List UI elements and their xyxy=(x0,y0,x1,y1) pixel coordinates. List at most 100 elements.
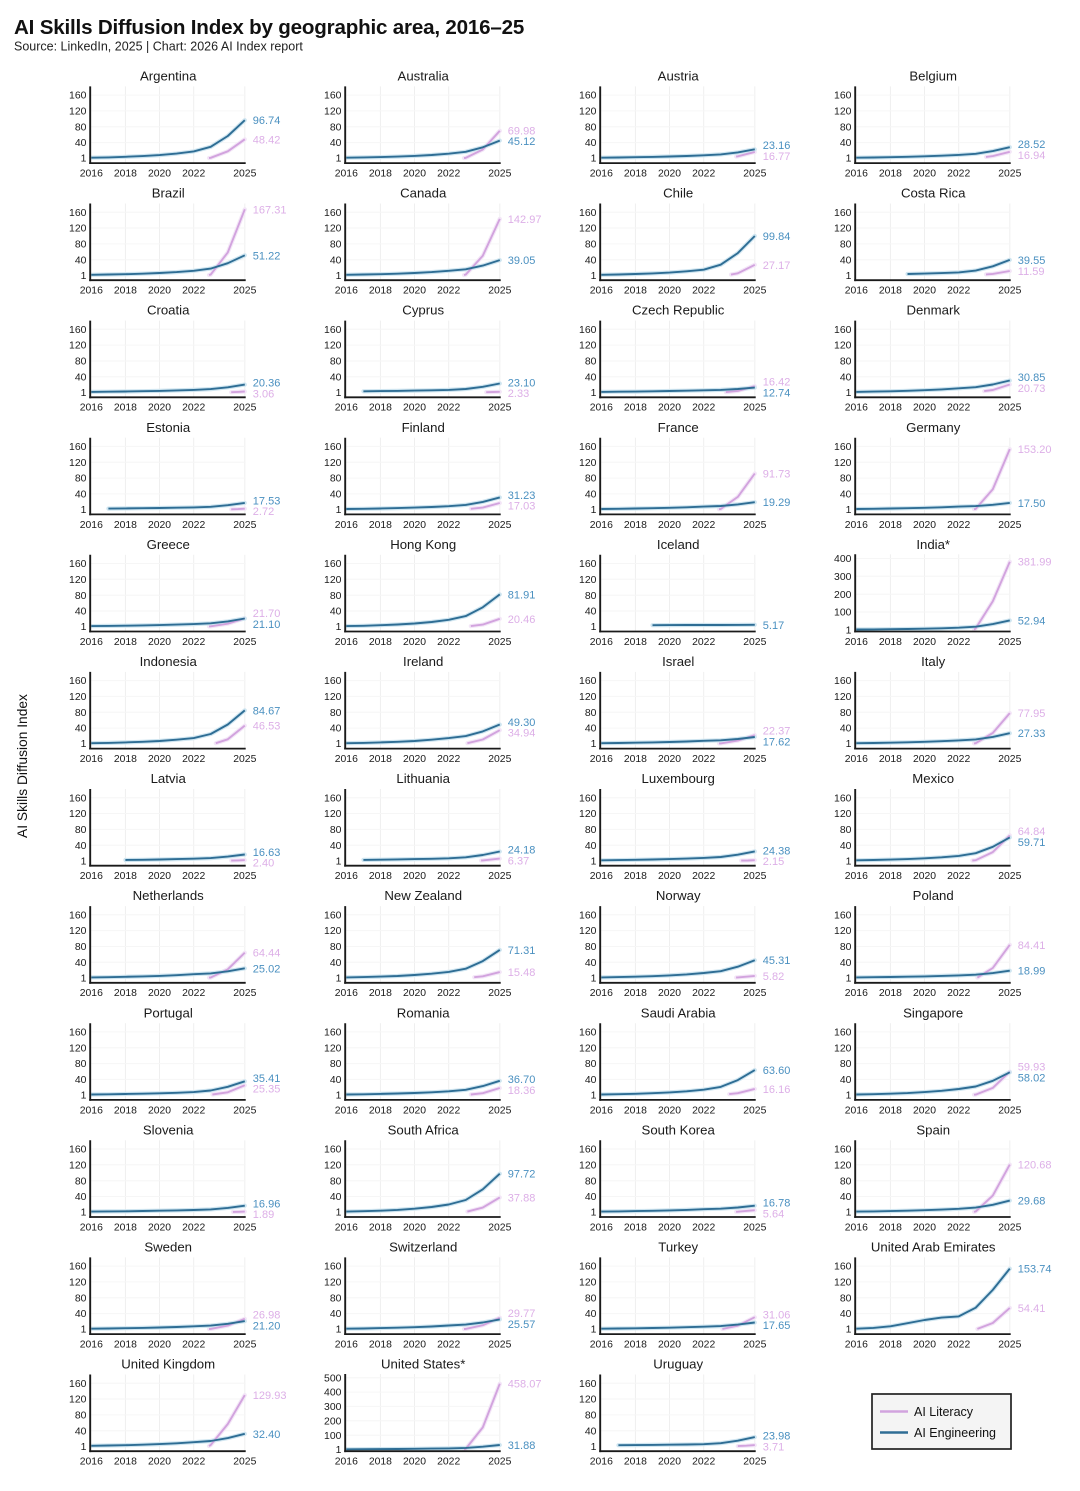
svg-text:160: 160 xyxy=(579,1145,597,1156)
svg-text:2020: 2020 xyxy=(403,403,426,414)
svg-text:2020: 2020 xyxy=(148,1457,171,1468)
svg-text:2025: 2025 xyxy=(743,637,766,648)
svg-text:2022: 2022 xyxy=(182,1105,205,1116)
svg-text:80: 80 xyxy=(840,474,852,485)
svg-text:200: 200 xyxy=(324,1416,342,1427)
svg-text:2025: 2025 xyxy=(998,1222,1021,1233)
svg-text:1: 1 xyxy=(81,973,87,984)
svg-text:2020: 2020 xyxy=(148,871,171,882)
svg-text:80: 80 xyxy=(330,122,342,133)
svg-text:16.77: 16.77 xyxy=(763,151,791,163)
svg-text:80: 80 xyxy=(585,591,597,602)
svg-text:2.15: 2.15 xyxy=(763,856,784,868)
svg-text:2025: 2025 xyxy=(233,637,256,648)
svg-text:40: 40 xyxy=(75,490,87,501)
svg-text:153.20: 153.20 xyxy=(1018,444,1052,456)
svg-text:2020: 2020 xyxy=(403,988,426,999)
svg-text:2020: 2020 xyxy=(913,871,936,882)
svg-text:2025: 2025 xyxy=(233,1340,256,1351)
svg-text:Costa Rica: Costa Rica xyxy=(901,186,966,201)
svg-text:2022: 2022 xyxy=(437,754,460,765)
svg-text:2018: 2018 xyxy=(369,1222,392,1233)
svg-text:120: 120 xyxy=(579,1160,597,1171)
svg-text:99.84: 99.84 xyxy=(763,231,791,243)
svg-text:2025: 2025 xyxy=(998,637,1021,648)
svg-text:80: 80 xyxy=(75,825,87,836)
svg-text:1.89: 1.89 xyxy=(253,1209,274,1221)
svg-text:63.60: 63.60 xyxy=(763,1065,791,1077)
svg-text:2020: 2020 xyxy=(148,754,171,765)
svg-text:2018: 2018 xyxy=(369,871,392,882)
svg-text:2025: 2025 xyxy=(233,520,256,531)
svg-text:2016: 2016 xyxy=(590,871,613,882)
svg-text:40: 40 xyxy=(330,255,342,266)
svg-text:120: 120 xyxy=(834,926,852,937)
svg-text:23.10: 23.10 xyxy=(508,377,536,389)
svg-text:2018: 2018 xyxy=(114,1105,137,1116)
svg-text:2016: 2016 xyxy=(335,1222,358,1233)
svg-text:2016: 2016 xyxy=(845,403,868,414)
svg-text:40: 40 xyxy=(585,607,597,618)
svg-text:160: 160 xyxy=(69,91,87,102)
svg-text:2020: 2020 xyxy=(148,286,171,297)
svg-text:2016: 2016 xyxy=(590,520,613,531)
svg-text:120: 120 xyxy=(324,1278,342,1289)
svg-text:1: 1 xyxy=(591,505,597,516)
svg-text:2025: 2025 xyxy=(488,754,511,765)
svg-text:120: 120 xyxy=(324,575,342,586)
svg-text:2016: 2016 xyxy=(845,754,868,765)
svg-text:2025: 2025 xyxy=(488,988,511,999)
svg-text:160: 160 xyxy=(834,793,852,804)
svg-text:1: 1 xyxy=(81,856,87,867)
svg-text:2020: 2020 xyxy=(148,1105,171,1116)
svg-text:40: 40 xyxy=(330,1309,342,1320)
svg-text:1: 1 xyxy=(591,739,597,750)
svg-text:2022: 2022 xyxy=(692,169,715,180)
svg-text:49.30: 49.30 xyxy=(508,717,536,729)
svg-text:27.33: 27.33 xyxy=(1018,728,1046,740)
svg-text:1: 1 xyxy=(591,1208,597,1219)
svg-text:1: 1 xyxy=(336,622,342,633)
svg-text:80: 80 xyxy=(840,1059,852,1070)
svg-text:160: 160 xyxy=(69,325,87,336)
svg-text:Finland: Finland xyxy=(402,420,445,435)
svg-text:United States*: United States* xyxy=(381,1357,465,1372)
svg-text:40: 40 xyxy=(840,841,852,852)
svg-text:2022: 2022 xyxy=(692,754,715,765)
svg-text:2018: 2018 xyxy=(624,403,647,414)
svg-text:2.72: 2.72 xyxy=(253,506,274,518)
svg-text:80: 80 xyxy=(75,122,87,133)
svg-text:Sweden: Sweden xyxy=(144,1240,192,1255)
svg-text:120: 120 xyxy=(579,458,597,469)
svg-text:2022: 2022 xyxy=(692,871,715,882)
svg-text:2.40: 2.40 xyxy=(253,858,274,870)
svg-text:71.31: 71.31 xyxy=(508,945,536,957)
svg-text:2025: 2025 xyxy=(233,169,256,180)
svg-text:2016: 2016 xyxy=(590,637,613,648)
svg-text:160: 160 xyxy=(579,1379,597,1390)
svg-text:84.41: 84.41 xyxy=(1018,940,1046,952)
svg-text:32.40: 32.40 xyxy=(253,1429,281,1441)
svg-text:2022: 2022 xyxy=(437,637,460,648)
svg-text:80: 80 xyxy=(840,357,852,368)
svg-text:17.03: 17.03 xyxy=(508,501,536,513)
svg-text:Netherlands: Netherlands xyxy=(133,888,205,903)
svg-text:1: 1 xyxy=(336,154,342,165)
svg-text:80: 80 xyxy=(585,1059,597,1070)
svg-text:120: 120 xyxy=(579,575,597,586)
svg-text:2018: 2018 xyxy=(369,169,392,180)
svg-text:South Korea: South Korea xyxy=(642,1122,716,1137)
svg-text:40: 40 xyxy=(585,255,597,266)
svg-text:17.65: 17.65 xyxy=(763,1320,791,1332)
svg-text:1: 1 xyxy=(336,271,342,282)
svg-text:2022: 2022 xyxy=(947,1222,970,1233)
svg-text:120: 120 xyxy=(834,1278,852,1289)
svg-text:40: 40 xyxy=(585,1075,597,1086)
svg-text:2016: 2016 xyxy=(590,169,613,180)
svg-text:120: 120 xyxy=(834,1043,852,1054)
svg-text:80: 80 xyxy=(330,1176,342,1187)
svg-text:Switzerland: Switzerland xyxy=(389,1240,457,1255)
svg-text:80: 80 xyxy=(330,708,342,719)
svg-text:381.99: 381.99 xyxy=(1018,557,1052,569)
svg-text:2016: 2016 xyxy=(845,1340,868,1351)
